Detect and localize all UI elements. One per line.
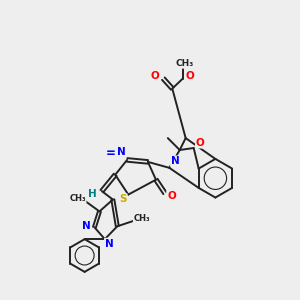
Text: H: H	[88, 189, 97, 199]
Text: O: O	[167, 191, 176, 201]
Text: CH₃: CH₃	[175, 59, 193, 68]
Text: S: S	[119, 194, 127, 204]
Text: N: N	[117, 148, 125, 158]
Text: O: O	[185, 71, 194, 81]
Text: O: O	[196, 138, 205, 148]
Text: =: =	[106, 148, 116, 160]
Text: N: N	[105, 238, 114, 249]
Text: CH₃: CH₃	[70, 194, 86, 202]
Text: N: N	[171, 156, 180, 166]
Text: N: N	[82, 221, 91, 231]
Text: CH₃: CH₃	[134, 214, 150, 224]
Text: O: O	[150, 71, 159, 81]
